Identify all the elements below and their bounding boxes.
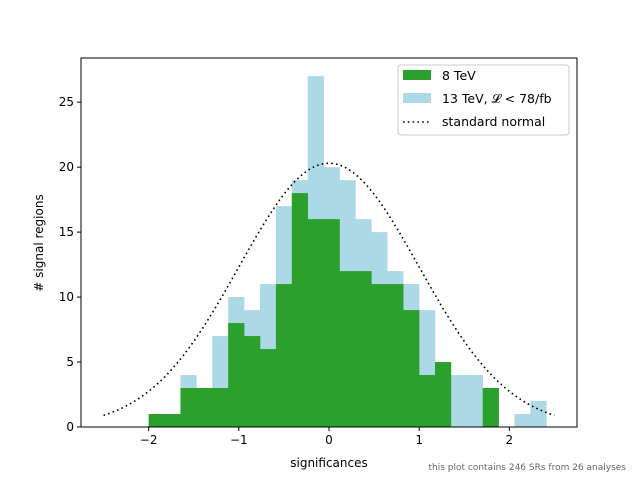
bar-8tev — [419, 375, 436, 427]
x-tick-label: 1 — [415, 433, 423, 447]
bar-8tev — [434, 362, 452, 427]
bar-13tev — [530, 401, 547, 427]
bar-8tev — [228, 323, 245, 427]
y-axis-label: # signal regions — [32, 194, 46, 291]
legend-swatch-13tev — [403, 93, 431, 103]
bars-8tev-series — [148, 193, 499, 427]
legend-swatch-8tev — [403, 70, 431, 80]
x-tick-label: −2 — [140, 433, 158, 447]
legend-label-8tev: 8 TeV — [442, 68, 476, 83]
bar-8tev — [403, 310, 420, 427]
bar-8tev — [387, 284, 404, 427]
x-tick-label: 2 — [506, 433, 514, 447]
bar-8tev — [339, 271, 356, 427]
y-tick-label: 10 — [59, 290, 74, 304]
x-axis-ticks: −2 −1 0 1 2 — [140, 427, 513, 447]
bar-8tev — [275, 284, 293, 427]
bar-8tev — [355, 271, 372, 427]
bar-8tev — [259, 349, 277, 427]
bar-13tev — [514, 414, 531, 427]
legend: 8 TeV 13 TeV, 𝓛 < 78/fb standard normal — [397, 64, 570, 136]
bar-8tev — [180, 388, 197, 427]
x-tick-label: −1 — [230, 433, 248, 447]
footnote: this plot contains 246 SRs from 26 analy… — [428, 463, 627, 473]
bar-8tev — [323, 219, 340, 427]
y-tick-label: 25 — [59, 95, 74, 109]
bar-8tev — [148, 414, 165, 427]
bar-8tev — [307, 219, 324, 427]
y-tick-label: 5 — [66, 355, 74, 369]
legend-label-standard-normal: standard normal — [442, 114, 545, 129]
bar-8tev — [291, 193, 309, 427]
x-axis-label: significances — [290, 456, 368, 470]
bar-8tev — [244, 336, 261, 427]
y-tick-label: 20 — [59, 160, 74, 174]
bar-8tev — [371, 284, 388, 427]
bar-8tev — [482, 388, 499, 427]
y-tick-label: 0 — [66, 420, 74, 434]
x-tick-label: 0 — [325, 433, 333, 447]
legend-label-13tev: 13 TeV, 𝓛 < 78/fb — [442, 91, 552, 106]
bar-8tev — [212, 388, 229, 427]
bar-13tev — [450, 375, 468, 427]
bar-8tev — [196, 388, 213, 427]
y-axis-ticks: 0 5 10 15 20 25 — [59, 95, 81, 434]
legend-box — [397, 64, 570, 136]
y-tick-label: 15 — [59, 225, 74, 239]
bar-13tev — [466, 375, 484, 427]
bar-8tev — [164, 414, 181, 427]
